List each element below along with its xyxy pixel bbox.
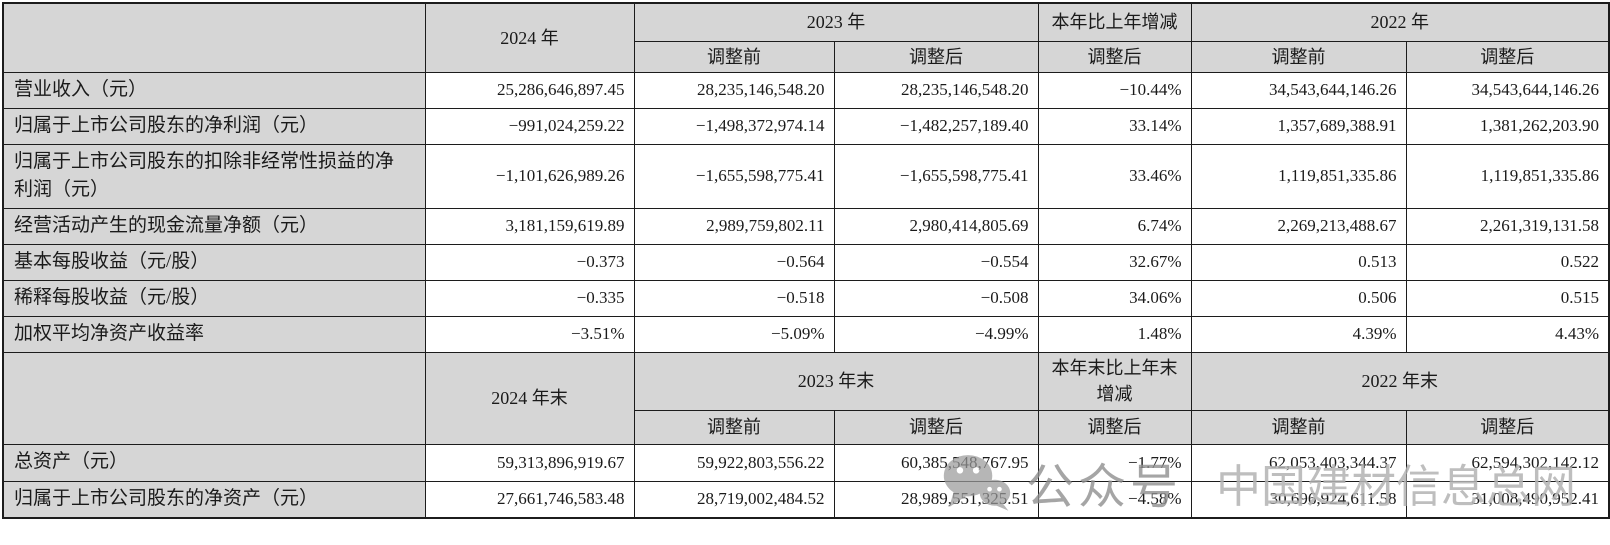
column-header-2022-end: 2022 年末 [1190, 351, 1610, 411]
cell-2022-before: 0.513 [1190, 243, 1407, 281]
table-row-weighted-avg-roe: 加权平均净资产收益率 −3.51% −5.09% −4.99% 1.48% 4.… [2, 315, 1610, 353]
key-financials-table: 2024 年 2023 年 本年比上年增减 2022 年 调整前 调整后 调整后… [2, 2, 1610, 520]
table-row-net-assets: 归属于上市公司股东的净资产（元） 27,661,746,583.48 28,71… [2, 480, 1610, 519]
cell-change: −4.58% [1037, 480, 1192, 519]
column-header-2023-end: 2023 年末 [633, 351, 1039, 411]
cell-2023-before: 59,922,803,556.22 [633, 443, 835, 482]
cell-2024: −0.373 [424, 243, 635, 281]
table-row-net-profit: 归属于上市公司股东的净利润（元） −991,024,259.22 −1,498,… [2, 107, 1610, 145]
cell-2023-after: 28,235,146,548.20 [833, 71, 1039, 109]
cell-2023-before: 2,989,759,802.11 [633, 207, 835, 245]
cell-change: 1.48% [1037, 315, 1192, 353]
row-label: 基本每股收益（元/股） [2, 243, 426, 281]
column-header-end-change: 本年末比上年末增减 [1037, 351, 1192, 411]
cell-2022-after: 4.43% [1405, 315, 1610, 353]
cell-2022-before: 2,269,213,488.67 [1190, 207, 1407, 245]
row-label: 营业收入（元） [2, 71, 426, 109]
cell-change: 33.14% [1037, 107, 1192, 145]
cell-2023-after: 60,385,548,767.95 [833, 443, 1039, 482]
cell-2023-after: −1,655,598,775.41 [833, 143, 1039, 209]
subheader-2022-after: 调整后 [1405, 40, 1610, 73]
cell-2023-before: −0.518 [633, 279, 835, 317]
cell-2024: 25,286,646,897.45 [424, 71, 635, 109]
cell-2023-before: −5.09% [633, 315, 835, 353]
cell-2023-after: 28,989,551,325.51 [833, 480, 1039, 519]
cell-2024: 59,313,896,919.67 [424, 443, 635, 482]
table-row-net-profit-excl-nonrecurring: 归属于上市公司股东的扣除非经常性损益的净利润（元） −1,101,626,989… [2, 143, 1610, 209]
column-header-2023: 2023 年 [633, 2, 1039, 42]
cell-change: 6.74% [1037, 207, 1192, 245]
cell-2022-after: 0.515 [1405, 279, 1610, 317]
cell-2024: −3.51% [424, 315, 635, 353]
cell-2022-before: 0.506 [1190, 279, 1407, 317]
row-label: 归属于上市公司股东的净资产（元） [2, 480, 426, 519]
cell-2022-after: 1,119,851,335.86 [1405, 143, 1610, 209]
cell-2022-after: 31,008,490,952.41 [1405, 480, 1610, 519]
subheader-2023end-before: 调整前 [633, 409, 835, 445]
cell-2024: 3,181,159,619.89 [424, 207, 635, 245]
table-row-diluted-eps: 稀释每股收益（元/股） −0.335 −0.518 −0.508 34.06% … [2, 279, 1610, 317]
subheader-2023-after: 调整后 [833, 40, 1039, 73]
cell-2023-after: 2,980,414,805.69 [833, 207, 1039, 245]
cell-2022-after: 2,261,319,131.58 [1405, 207, 1610, 245]
corner-cell [2, 2, 426, 73]
cell-2022-before: 1,119,851,335.86 [1190, 143, 1407, 209]
cell-2023-after: −0.508 [833, 279, 1039, 317]
cell-change: 33.46% [1037, 143, 1192, 209]
cell-2024: −0.335 [424, 279, 635, 317]
cell-2022-after: 0.522 [1405, 243, 1610, 281]
subheader-2023end-after: 调整后 [833, 409, 1039, 445]
cell-2023-after: −0.554 [833, 243, 1039, 281]
subheader-2023-before: 调整前 [633, 40, 835, 73]
subheader-change-after: 调整后 [1037, 40, 1192, 73]
table-row-total-assets: 总资产（元） 59,313,896,919.67 59,922,803,556.… [2, 443, 1610, 482]
cell-2023-before: −1,498,372,974.14 [633, 107, 835, 145]
cell-change: 34.06% [1037, 279, 1192, 317]
row-label: 归属于上市公司股东的扣除非经常性损益的净利润（元） [2, 143, 426, 209]
column-header-change: 本年比上年增减 [1037, 2, 1192, 42]
cell-2024: −991,024,259.22 [424, 107, 635, 145]
cell-2023-after: −1,482,257,189.40 [833, 107, 1039, 145]
row-label: 经营活动产生的现金流量净额（元） [2, 207, 426, 245]
cell-2024: 27,661,746,583.48 [424, 480, 635, 519]
row-label: 加权平均净资产收益率 [2, 315, 426, 353]
cell-2022-before: 62,053,403,344.37 [1190, 443, 1407, 482]
table-row-revenue: 营业收入（元） 25,286,646,897.45 28,235,146,548… [2, 71, 1610, 109]
cell-2022-before: 34,543,644,146.26 [1190, 71, 1407, 109]
subheader-2022end-after: 调整后 [1405, 409, 1610, 445]
cell-2022-after: 34,543,644,146.26 [1405, 71, 1610, 109]
cell-2022-after: 62,594,302,142.12 [1405, 443, 1610, 482]
cell-2024: −1,101,626,989.26 [424, 143, 635, 209]
cell-2023-before: 28,235,146,548.20 [633, 71, 835, 109]
cell-2023-before: −0.564 [633, 243, 835, 281]
corner-cell-2 [2, 351, 426, 445]
subheader-2022-before: 调整前 [1190, 40, 1407, 73]
row-label: 总资产（元） [2, 443, 426, 482]
column-header-2024: 2024 年 [424, 2, 635, 73]
column-header-2024-end: 2024 年末 [424, 351, 635, 445]
table-row-operating-cash-flow: 经营活动产生的现金流量净额（元） 3,181,159,619.89 2,989,… [2, 207, 1610, 245]
cell-change: −1.77% [1037, 443, 1192, 482]
cell-2023-before: 28,719,002,484.52 [633, 480, 835, 519]
row-label: 归属于上市公司股东的净利润（元） [2, 107, 426, 145]
subheader-2022end-before: 调整前 [1190, 409, 1407, 445]
column-header-2022: 2022 年 [1190, 2, 1610, 42]
cell-2022-before: 4.39% [1190, 315, 1407, 353]
cell-2022-before: 1,357,689,388.91 [1190, 107, 1407, 145]
cell-change: −10.44% [1037, 71, 1192, 109]
subheader-endchange-after: 调整后 [1037, 409, 1192, 445]
row-label: 稀释每股收益（元/股） [2, 279, 426, 317]
cell-change: 32.67% [1037, 243, 1192, 281]
table-row-basic-eps: 基本每股收益（元/股） −0.373 −0.564 −0.554 32.67% … [2, 243, 1610, 281]
cell-2022-after: 1,381,262,203.90 [1405, 107, 1610, 145]
cell-2023-after: −4.99% [833, 315, 1039, 353]
cell-2023-before: −1,655,598,775.41 [633, 143, 835, 209]
cell-2022-before: 30,696,924,611.58 [1190, 480, 1407, 519]
